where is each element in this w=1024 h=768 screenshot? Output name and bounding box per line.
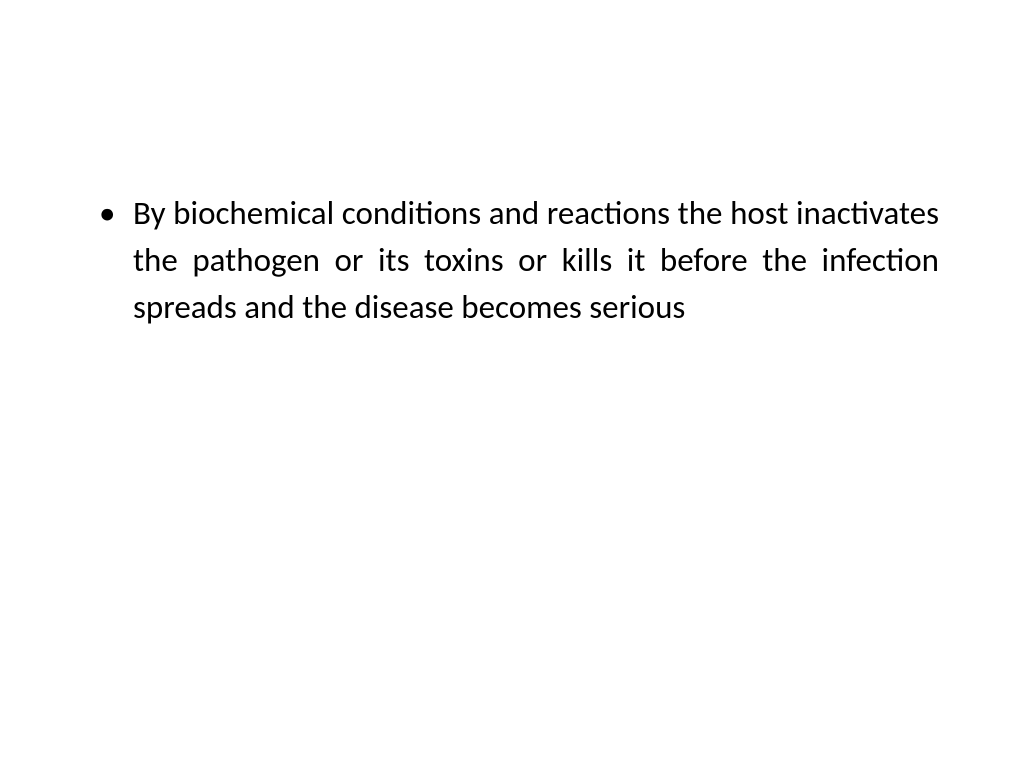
bullet-text: By biochemical conditions and reactions … xyxy=(133,193,939,327)
slide-content-area: By biochemical conditions and reactions … xyxy=(85,190,939,331)
bullet-item: By biochemical conditions and reactions … xyxy=(85,190,939,331)
bullet-list: By biochemical conditions and reactions … xyxy=(85,190,939,331)
